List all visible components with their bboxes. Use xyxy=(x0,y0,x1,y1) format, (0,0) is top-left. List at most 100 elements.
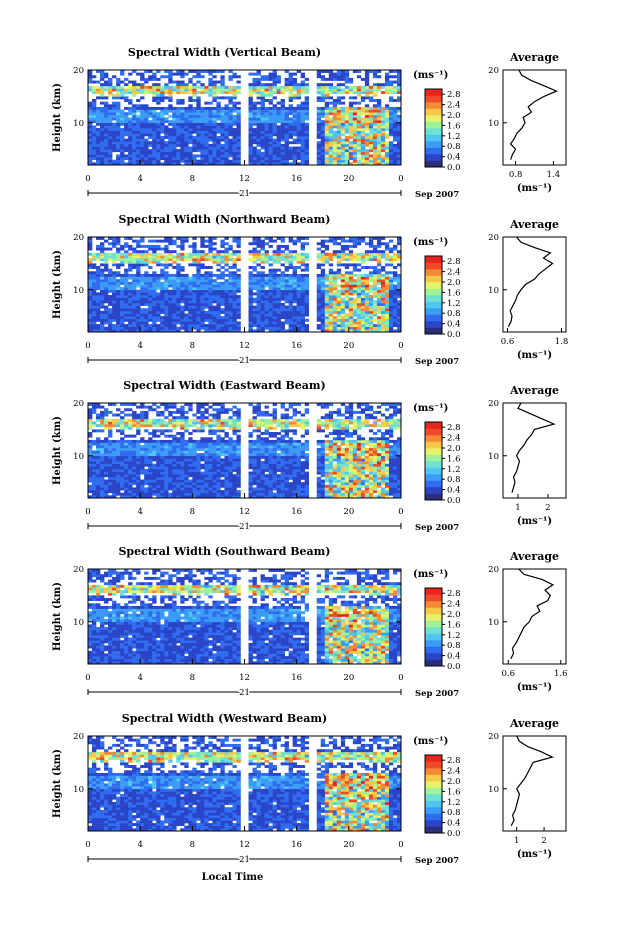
heatmap-cell xyxy=(220,122,225,126)
heatmap-cell xyxy=(152,300,157,304)
heatmap-cell xyxy=(132,70,137,73)
heatmap-cell xyxy=(96,447,101,451)
heatmap-cell xyxy=(304,106,309,110)
heatmap-cell xyxy=(216,88,221,92)
heatmap-cell xyxy=(392,75,398,79)
heatmap-cell xyxy=(268,258,273,262)
heatmap-cell xyxy=(112,133,117,137)
heatmap-cell xyxy=(108,162,113,166)
heatmap-cell xyxy=(136,426,141,430)
heatmap-cell xyxy=(164,128,169,131)
heatmap-cell xyxy=(224,324,229,328)
heatmap-cell xyxy=(88,445,93,449)
heatmap-cell xyxy=(236,88,241,92)
heatmap-cell xyxy=(196,149,201,153)
heatmap-cell xyxy=(256,154,261,158)
heatmap-cell xyxy=(224,85,229,89)
heatmap-cell xyxy=(372,75,378,79)
heatmap-cell xyxy=(212,93,217,97)
heatmap-cell xyxy=(180,308,185,312)
heatmap-cell xyxy=(348,310,354,314)
heatmap-cell xyxy=(364,75,370,79)
heatmap-cell xyxy=(164,310,169,314)
heatmap-cell xyxy=(360,300,366,304)
heatmap-cell xyxy=(132,300,137,304)
heatmap-cell xyxy=(248,324,253,328)
heatmap-cell xyxy=(324,83,330,87)
heatmap-cell xyxy=(140,329,145,333)
heatmap-cell xyxy=(104,308,109,312)
heatmap-cell xyxy=(124,138,129,142)
heatmap-cell xyxy=(364,242,370,246)
heatmap-cell xyxy=(224,128,229,131)
heatmap-cell xyxy=(204,318,209,322)
heatmap-cell xyxy=(116,463,121,467)
heatmap-cell xyxy=(336,295,342,298)
heatmap-cell xyxy=(224,104,229,108)
heatmap-cell xyxy=(136,487,141,491)
heatmap-cell xyxy=(300,273,305,277)
heatmap-cell xyxy=(300,154,305,158)
heatmap-cell xyxy=(160,96,165,100)
heatmap-cell xyxy=(352,114,358,118)
heatmap-cell xyxy=(248,112,253,116)
heatmap-cell xyxy=(176,266,181,269)
heatmap-cell xyxy=(376,114,382,118)
heatmap-cell xyxy=(300,125,305,129)
heatmap-cell xyxy=(392,279,398,283)
heatmap-cell xyxy=(356,91,362,95)
heatmap-cell xyxy=(156,138,161,142)
heatmap-cell xyxy=(120,468,125,472)
heatmap-cell xyxy=(236,297,241,301)
heatmap-cell xyxy=(100,418,105,422)
heatmap-cell xyxy=(320,77,326,81)
heatmap-cell xyxy=(128,99,133,102)
heatmap-cell xyxy=(336,91,342,95)
heatmap-cell xyxy=(200,242,205,246)
heatmap-cell xyxy=(396,281,402,285)
heatmap-cell xyxy=(272,239,277,243)
heatmap-cell xyxy=(256,308,261,312)
heatmap-cell xyxy=(200,114,205,118)
heatmap-cell xyxy=(264,308,269,312)
heatmap-cell xyxy=(100,72,105,76)
heatmap-cell xyxy=(152,439,157,443)
heatmap-cell xyxy=(192,260,197,264)
heatmap-cell xyxy=(92,91,97,95)
heatmap-cell xyxy=(332,143,338,147)
heatmap-cell xyxy=(132,461,137,464)
heatmap-cell xyxy=(92,162,97,166)
heatmap-cell xyxy=(224,252,229,256)
heatmap-cell xyxy=(172,266,177,269)
heatmap-cell xyxy=(164,263,169,267)
heatmap-cell xyxy=(196,318,201,322)
heatmap-cell xyxy=(316,252,322,256)
heatmap-cell xyxy=(388,271,394,275)
avg-x-tick-label: 0.6 xyxy=(501,337,515,347)
heatmap-cell xyxy=(352,96,358,100)
heatmap-cell xyxy=(352,70,358,73)
heatmap-cell xyxy=(120,244,125,248)
heatmap-cell xyxy=(332,149,338,153)
heatmap-cell xyxy=(204,135,209,139)
heatmap-cell xyxy=(136,88,141,92)
heatmap-cell xyxy=(140,125,145,129)
heatmap-cell xyxy=(112,287,117,291)
heatmap-cell xyxy=(248,157,253,161)
heatmap-cell xyxy=(96,112,101,116)
heatmap-cell xyxy=(288,266,293,269)
heatmap-cell xyxy=(148,421,153,425)
heatmap-cell xyxy=(212,109,217,113)
heatmap-cell xyxy=(208,271,213,275)
heatmap-cell xyxy=(172,250,177,254)
heatmap-cell xyxy=(156,247,161,251)
heatmap-cell xyxy=(128,255,133,259)
heatmap-cell xyxy=(144,302,149,306)
heatmap-cell xyxy=(136,135,141,139)
heatmap-cell xyxy=(368,146,374,150)
heatmap-cell xyxy=(332,138,338,142)
heatmap-cell xyxy=(300,157,305,161)
heatmap-cell xyxy=(236,242,241,246)
heatmap-cell xyxy=(128,125,133,129)
heatmap-cell xyxy=(348,273,354,277)
